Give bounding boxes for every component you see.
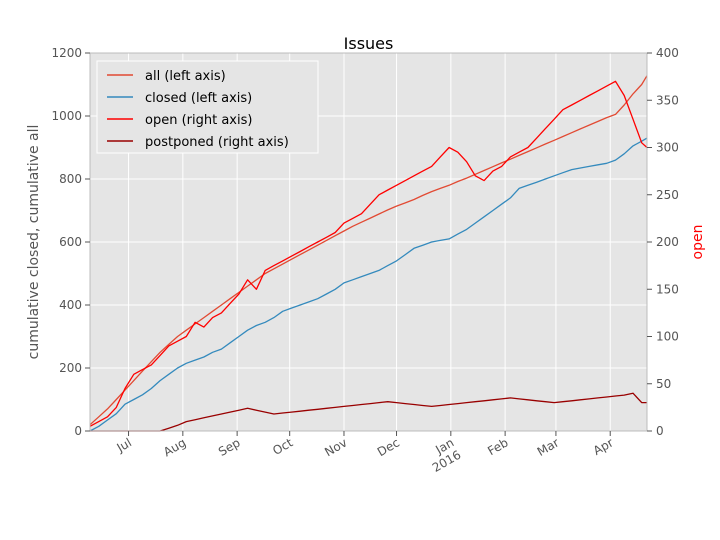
x-tick-label: Apr [591,435,616,458]
tick-label-left: 400 [59,298,82,312]
tick-label-left: 600 [59,235,82,249]
y-axis-left-label: cumulative closed, cumulative all [26,125,42,360]
x-tick-label-group: Oct [270,435,295,458]
chart-title: Issues [344,34,394,53]
x-tick-label-group: Apr [591,435,616,458]
legend-box [96,60,319,154]
legend-label: postponed (right axis) [145,135,289,150]
legend-label: open (right axis) [145,113,252,128]
tick-label-left: 200 [59,361,82,375]
tick-label-right: 100 [656,330,679,344]
legend-label: closed (left axis) [145,91,252,106]
tick-label-right: 300 [656,141,679,155]
axis-ticks [85,52,652,436]
x-tick-label: Mar [535,435,562,458]
tick-label-left: 800 [59,172,82,186]
tick-label-right: 0 [656,424,664,438]
tick-label-right: 150 [656,282,679,296]
series-line-3 [90,392,647,432]
y-axis-right-label: open [690,225,706,260]
x-tick-label-group: Jul [114,435,134,455]
series-group [89,75,648,432]
tick-label-right: 200 [656,235,679,249]
tick-label-right: 50 [656,377,671,391]
x-tick-label-group: Nov [322,435,349,459]
tick-label-right: 400 [656,46,679,60]
x-tick-label: Oct [270,435,295,458]
legend-label: all (left axis) [145,69,226,84]
x-tick-label: Aug [161,435,188,459]
legend: all (left axis) closed (left axis) open (r… [96,60,319,154]
x-tick-label-group: Mar [535,435,562,458]
x-tick-label-group: Sep [216,435,243,458]
tick-label-right: 250 [656,188,679,202]
x-tick-label-group: Aug [161,435,188,459]
series-line-2 [89,80,648,427]
tick-label-left: 0 [74,424,82,438]
x-tick-label: Dec [375,435,402,459]
series-line-1 [89,137,648,432]
x-tick-label-group: Feb [485,435,510,458]
x-tick-label: Feb [485,435,510,458]
series-line-0 [89,75,648,426]
x-tick-label: Jul [114,435,134,455]
x-tick-label: Nov [322,435,349,459]
tick-label-left: 1000 [51,109,82,123]
x-tick-label: Sep [216,435,243,458]
x-tick-label-group: Dec [375,435,402,459]
tick-label-left: 1200 [51,46,82,60]
tick-label-right: 350 [656,93,679,107]
